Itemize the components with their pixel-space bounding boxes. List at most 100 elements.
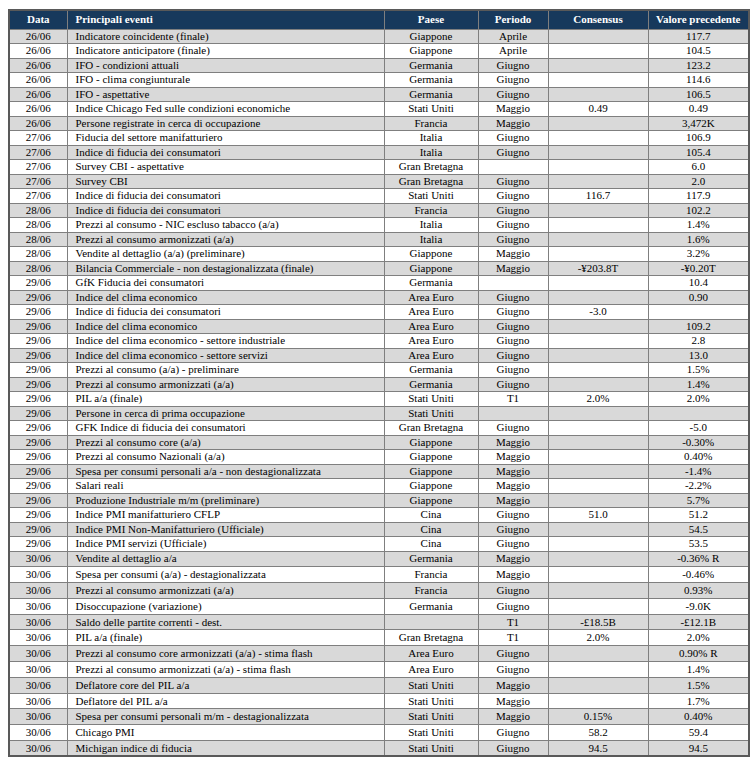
- cell-paese: Giappone: [384, 479, 478, 494]
- table-row: 29/06Produzione Industriale m/m (prelimi…: [9, 493, 749, 508]
- table-row: 29/06Indice del clima economicoArea Euro…: [9, 319, 749, 334]
- cell-data: 30/06: [9, 662, 67, 678]
- cell-paese: Francia: [384, 203, 478, 218]
- cell-periodo: Giugno: [478, 725, 548, 741]
- cell-paese: Germania: [384, 276, 478, 291]
- econ-calendar: Data Principali eventi Paese Periodo Con…: [8, 9, 750, 757]
- cell-consensus: [548, 479, 648, 494]
- cell-evento: Survey CBI - aspettative: [67, 160, 384, 175]
- economic-calendar-table: Data Principali eventi Paese Periodo Con…: [8, 9, 749, 757]
- cell-evento: PIL a/a (finale): [67, 630, 384, 646]
- cell-valore: -2.2%: [648, 479, 749, 494]
- column-header-eventi: Principali eventi: [67, 10, 384, 29]
- cell-valore: 1.4%: [648, 662, 749, 678]
- table-row: 30/06Michigan indice di fiduciaStati Uni…: [9, 741, 749, 757]
- cell-data: 29/06: [9, 290, 67, 305]
- cell-valore: -¥0.20T: [648, 261, 749, 276]
- column-header-paese: Paese: [384, 10, 478, 29]
- cell-valore: 94.5: [648, 741, 749, 757]
- cell-paese: Germania: [384, 73, 478, 88]
- cell-evento: Indicatore anticipatore (finale): [67, 44, 384, 59]
- cell-valore: 117.9: [648, 189, 749, 204]
- cell-paese: Gran Bretagna: [384, 160, 478, 175]
- cell-valore: 2.0%: [648, 630, 749, 646]
- cell-paese: Cina: [384, 522, 478, 537]
- cell-periodo: Giugno: [478, 662, 548, 678]
- cell-consensus: [548, 334, 648, 349]
- cell-valore: 0.49: [648, 102, 749, 117]
- cell-paese: Giappone: [384, 435, 478, 450]
- cell-evento: Prezzi al consumo armonizzati (a/a): [67, 232, 384, 247]
- cell-data: 26/06: [9, 58, 67, 73]
- cell-valore: 2.8: [648, 334, 749, 349]
- cell-data: 29/06: [9, 305, 67, 320]
- cell-paese: Francia: [384, 116, 478, 131]
- cell-valore: 106.9: [648, 131, 749, 146]
- column-header-valore: Valore precedente: [648, 10, 749, 29]
- cell-paese: Francia: [384, 567, 478, 583]
- cell-data: 28/06: [9, 218, 67, 233]
- cell-paese: Giappone: [384, 450, 478, 465]
- cell-data: 29/06: [9, 406, 67, 421]
- cell-valore: 0.40%: [648, 450, 749, 465]
- cell-periodo: Maggio: [478, 247, 548, 262]
- cell-evento: Fiducia del settore manifatturiero: [67, 131, 384, 146]
- cell-valore: -9.0K: [648, 598, 749, 614]
- cell-consensus: [548, 464, 648, 479]
- cell-consensus: [548, 598, 648, 614]
- cell-consensus: [548, 131, 648, 146]
- cell-paese: Giappone: [384, 493, 478, 508]
- table-row: 30/06Deflatore core del PIL a/aStati Uni…: [9, 677, 749, 693]
- cell-evento: Prezzi al consumo armonizzati (a/a) - st…: [67, 662, 384, 678]
- cell-data: 27/06: [9, 174, 67, 189]
- cell-valore: [648, 406, 749, 421]
- cell-periodo: Giugno: [478, 131, 548, 146]
- cell-evento: Prezzi al consumo Nazionali (a/a): [67, 450, 384, 465]
- cell-data: 30/06: [9, 646, 67, 662]
- cell-consensus: [548, 73, 648, 88]
- cell-consensus: [548, 116, 648, 131]
- cell-valore: [648, 305, 749, 320]
- cell-valore: 53.5: [648, 537, 749, 552]
- cell-periodo: Maggio: [478, 102, 548, 117]
- cell-evento: Produzione Industriale m/m (preliminare): [67, 493, 384, 508]
- cell-paese: Germania: [384, 87, 478, 102]
- cell-valore: 2.0%: [648, 392, 749, 407]
- cell-paese: Stati Uniti: [384, 741, 478, 757]
- cell-data: 30/06: [9, 725, 67, 741]
- table-row: 27/06Survey CBIGran BretagnaGiugno2.0: [9, 174, 749, 189]
- cell-periodo: Aprile: [478, 44, 548, 59]
- cell-data: 30/06: [9, 598, 67, 614]
- cell-paese: Giappone: [384, 29, 478, 44]
- cell-evento: IFO - aspettative: [67, 87, 384, 102]
- cell-consensus: -£18.5B: [548, 614, 648, 630]
- cell-data: 29/06: [9, 450, 67, 465]
- cell-paese: Gran Bretagna: [384, 174, 478, 189]
- table-row: 29/06Prezzi al consumo (a/a) - prelimina…: [9, 363, 749, 378]
- cell-consensus: [548, 29, 648, 44]
- cell-data: 29/06: [9, 493, 67, 508]
- cell-periodo: T1: [478, 614, 548, 630]
- cell-consensus: [548, 677, 648, 693]
- cell-consensus: 0.15%: [548, 709, 648, 725]
- table-row: 29/06Indice del clima economicoArea Euro…: [9, 290, 749, 305]
- cell-consensus: -¥203.8T: [548, 261, 648, 276]
- cell-evento: Prezzi al consumo - NIC escluso tabacco …: [67, 218, 384, 233]
- table-row: 29/06Indice del clima economico - settor…: [9, 348, 749, 363]
- cell-evento: Indice del clima economico: [67, 290, 384, 305]
- cell-data: 30/06: [9, 551, 67, 567]
- cell-data: 26/06: [9, 73, 67, 88]
- cell-data: 28/06: [9, 247, 67, 262]
- cell-evento: Survey CBI: [67, 174, 384, 189]
- cell-periodo: Aprile: [478, 29, 548, 44]
- cell-paese: Stati Uniti: [384, 693, 478, 709]
- cell-evento: Bilancia Commerciale - non destagionaliz…: [67, 261, 384, 276]
- cell-data: 30/06: [9, 741, 67, 757]
- table-row: 26/06IFO - aspettativeGermaniaGiugno106.…: [9, 87, 749, 102]
- table-row: 26/06Indicatore anticipatore (finale)Gia…: [9, 44, 749, 59]
- column-header-periodo: Periodo: [478, 10, 548, 29]
- cell-consensus: [548, 646, 648, 662]
- cell-consensus: [548, 290, 648, 305]
- table-row: 26/06Persone registrate in cerca di occu…: [9, 116, 749, 131]
- cell-paese: Area Euro: [384, 348, 478, 363]
